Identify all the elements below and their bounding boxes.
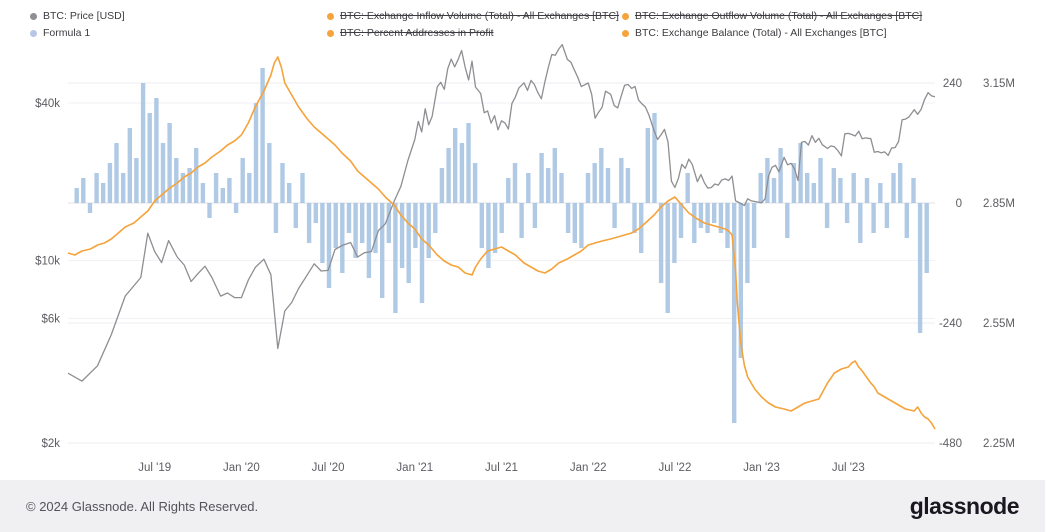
legend-item[interactable]: BTC: Exchange Inflow Volume (Total) - Al…: [327, 10, 622, 22]
netflow-axis-label: -240: [939, 318, 962, 330]
legend-dot-icon: [327, 12, 334, 20]
x-axis-label: Jul '20: [312, 462, 345, 474]
balance-axis-label: 2.55M: [983, 318, 1015, 330]
netflow-axis-label: -480: [939, 438, 962, 450]
x-axis-label: Jan '23: [743, 462, 780, 474]
balance-axis-label: 2.85M: [983, 198, 1015, 210]
copyright-text: © 2024 Glassnode. All Rights Reserved.: [26, 498, 259, 514]
chart-area[interactable]: $40k $10k $6k $2k 240 0 -240 -480 3.15M 2.85M 2.55…: [0, 0, 1045, 480]
x-axis-label: Jan '20: [223, 462, 260, 474]
legend-dot-icon: [622, 12, 629, 20]
legend-item-label: BTC: Exchange Inflow Volume (Total) - Al…: [340, 10, 619, 22]
netflow-axis-label: 0: [956, 198, 962, 210]
legend-item[interactable]: BTC: Price [USD]: [30, 10, 327, 22]
x-axis-label: Jul '21: [485, 462, 518, 474]
price-axis-label: $10k: [35, 255, 60, 267]
x-axis-label: Jul '22: [658, 462, 691, 474]
legend-item[interactable]: Formula 1: [30, 27, 327, 39]
legend-dot-icon: [622, 29, 629, 37]
netflow-axis-label: 240: [943, 78, 962, 90]
legend-item[interactable]: BTC: Exchange Balance (Total) - All Exch…: [622, 27, 1037, 39]
footer: © 2024 Glassnode. All Rights Reserved. g…: [0, 480, 1045, 532]
legend-item[interactable]: BTC: Percent Addresses in Profit: [327, 27, 622, 39]
legend-dot-icon: [30, 29, 37, 37]
legend-item-label: Formula 1: [43, 27, 91, 39]
legend: BTC: Price [USD] BTC: Exchange Inflow Vol…: [30, 10, 1037, 44]
legend-dot-icon: [30, 12, 37, 20]
balance-axis-label: 3.15M: [983, 78, 1015, 90]
x-axis-label: Jan '21: [396, 462, 433, 474]
legend-item-label: BTC: Price [USD]: [43, 10, 125, 22]
legend-dot-icon: [327, 29, 334, 37]
legend-item[interactable]: BTC: Exchange Outflow Volume (Total) - A…: [622, 10, 1037, 22]
price-axis-label: $6k: [41, 313, 60, 325]
price-axis-label: $2k: [41, 438, 60, 450]
x-axis-label: Jul '23: [832, 462, 865, 474]
legend-item-label: BTC: Percent Addresses in Profit: [340, 27, 494, 39]
legend-row: Formula 1 BTC: Percent Addresses in Profi…: [30, 27, 1037, 39]
x-axis-label: Jan '22: [570, 462, 607, 474]
legend-item-label: BTC: Exchange Outflow Volume (Total) - A…: [635, 10, 923, 22]
chart-canvas[interactable]: $40k $10k $6k $2k 240 0 -240 -480 3.15M 2.85M 2.55…: [0, 0, 1045, 480]
legend-row: BTC: Price [USD] BTC: Exchange Inflow Vol…: [30, 10, 1037, 22]
glassnode-logo: glassnode: [909, 492, 1020, 519]
balance-axis-label: 2.25M: [983, 438, 1015, 450]
legend-item-label: BTC: Exchange Balance (Total) - All Exch…: [635, 27, 887, 39]
price-axis-label: $40k: [35, 98, 60, 110]
x-axis-label: Jul '19: [138, 462, 171, 474]
